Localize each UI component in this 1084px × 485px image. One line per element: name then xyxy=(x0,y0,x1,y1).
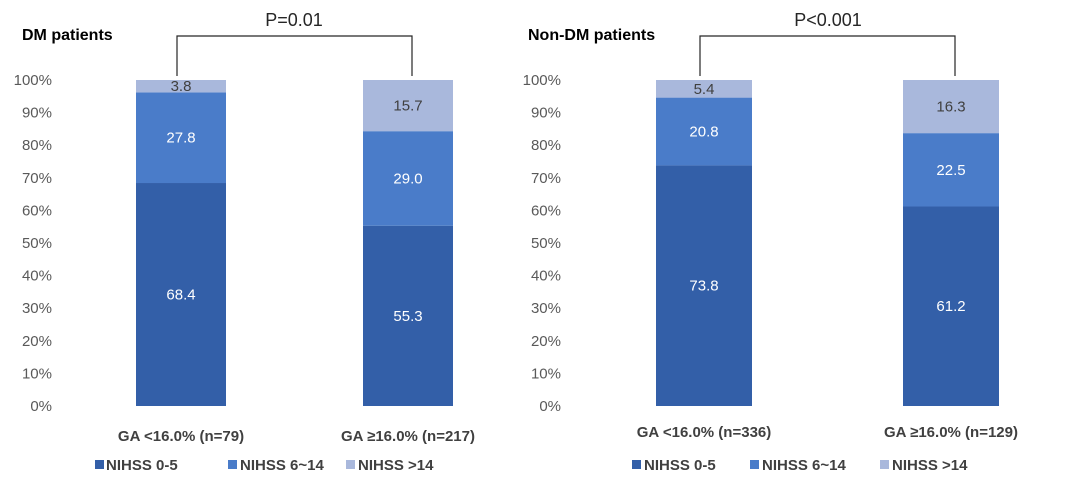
chart2-legend-swatch xyxy=(880,460,889,469)
chart2-y-tick-label: 20% xyxy=(531,333,561,350)
chart1-data-label: 68.4 xyxy=(166,287,195,304)
chart1-data-label: 15.7 xyxy=(393,98,422,115)
chart1-p-value-annotation: P=0.01 xyxy=(265,10,323,30)
chart1-category-label: GA ≥16.0% (n=217) xyxy=(341,428,475,445)
chart1-title: DM patients xyxy=(22,27,113,44)
chart2-bar-segment xyxy=(903,133,999,207)
chart2-data-label: 61.2 xyxy=(936,298,965,315)
chart1-legend-label: NIHSS 6~14 xyxy=(240,457,324,474)
chart1-data-label: 3.8 xyxy=(171,78,192,95)
chart2-data-label: 5.4 xyxy=(694,81,715,98)
chart2-data-label: 16.3 xyxy=(936,99,965,116)
chart2-bar-segment xyxy=(656,165,752,406)
chart1-legend-swatch xyxy=(95,460,104,469)
chart2-y-tick-label: 60% xyxy=(531,202,561,219)
chart1-data-label: 29.0 xyxy=(393,170,422,187)
chart2-category-label: GA <16.0% (n=336) xyxy=(637,424,772,441)
chart1-bar-segment xyxy=(136,92,226,184)
chart2-legend-label: NIHSS 0-5 xyxy=(644,457,716,474)
chart1-y-tick-label: 30% xyxy=(22,300,52,317)
chart2-category-label: GA ≥16.0% (n=129) xyxy=(884,424,1018,441)
chart1-y-tick-label: 0% xyxy=(30,398,52,415)
chart2-legend-swatch xyxy=(750,460,759,469)
chart2-title: Non-DM patients xyxy=(528,27,655,44)
chart2-legend-label: NIHSS 6~14 xyxy=(762,457,846,474)
chart1-legend-label: NIHSS >14 xyxy=(358,457,434,474)
chart2-bar-segment xyxy=(903,206,999,406)
chart1-bar-segment xyxy=(363,225,453,406)
chart2-y-tick-label: 80% xyxy=(531,137,561,154)
chart1-data-label: 55.3 xyxy=(393,308,422,325)
chart2-y-tick-label: 70% xyxy=(531,170,561,187)
chart1-y-tick-label: 100% xyxy=(14,72,52,89)
chart2-y-tick-label: 40% xyxy=(531,268,561,285)
chart2-data-label: 73.8 xyxy=(689,278,718,295)
chart1-y-tick-label: 10% xyxy=(22,365,52,382)
chart1-category-label: GA <16.0% (n=79) xyxy=(118,428,244,445)
chart2-y-tick-label: 30% xyxy=(531,300,561,317)
chart2-significance-bracket xyxy=(699,35,956,76)
chart1-y-tick-label: 60% xyxy=(22,202,52,219)
chart1-data-label: 27.8 xyxy=(166,130,195,147)
chart2-y-tick-label: 100% xyxy=(523,72,561,89)
chart2-bar-segment xyxy=(656,97,752,166)
chart2-y-tick-label: 0% xyxy=(539,398,561,415)
chart2-bar-segment xyxy=(903,80,999,134)
chart1-y-tick-label: 50% xyxy=(22,235,52,252)
chart1-legend-swatch xyxy=(346,460,355,469)
chart1-legend-swatch xyxy=(228,460,237,469)
chart1-bar-segment xyxy=(363,131,453,226)
chart2-y-tick-label: 50% xyxy=(531,235,561,252)
chart1-y-tick-label: 90% xyxy=(22,105,52,122)
chart1-bar-segment xyxy=(363,80,453,132)
chart2-p-value-annotation: P<0.001 xyxy=(794,10,862,30)
chart2-data-label: 20.8 xyxy=(689,124,718,141)
chart2-bar-segment xyxy=(656,80,752,98)
chart2-data-label: 22.5 xyxy=(936,162,965,179)
chart2-y-tick-label: 90% xyxy=(531,105,561,122)
chart1-y-tick-label: 40% xyxy=(22,268,52,285)
chart2-legend-swatch xyxy=(632,460,641,469)
chart1-y-tick-label: 20% xyxy=(22,333,52,350)
chart2-legend-label: NIHSS >14 xyxy=(892,457,968,474)
chart1-y-tick-label: 80% xyxy=(22,137,52,154)
chart1-significance-bracket xyxy=(176,35,413,76)
chart2-y-tick-label: 10% xyxy=(531,365,561,382)
chart1-bar-segment xyxy=(136,183,226,406)
chart1-bar-segment xyxy=(136,80,226,93)
chart1-y-tick-label: 70% xyxy=(22,170,52,187)
chart1-legend-label: NIHSS 0-5 xyxy=(106,457,178,474)
